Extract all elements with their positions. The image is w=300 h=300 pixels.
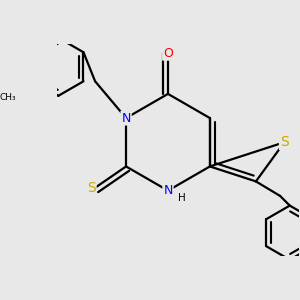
Text: O: O xyxy=(163,47,173,60)
Text: H: H xyxy=(178,194,185,203)
Text: S: S xyxy=(280,135,289,149)
Text: N: N xyxy=(163,184,173,197)
Text: N: N xyxy=(122,112,131,124)
Text: S: S xyxy=(87,181,96,195)
Text: CH₃: CH₃ xyxy=(0,93,16,102)
